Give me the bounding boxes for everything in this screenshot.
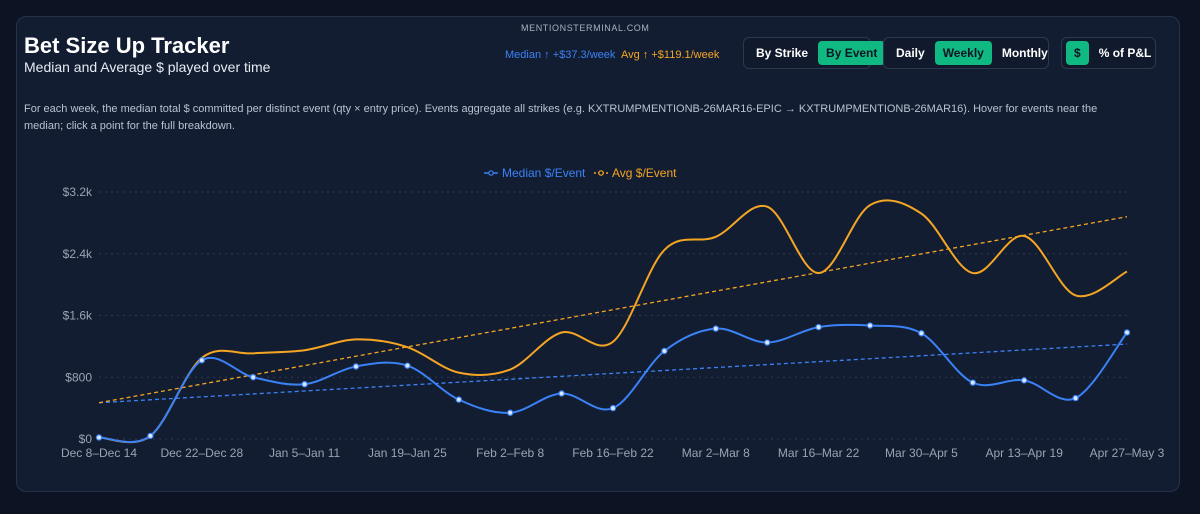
dollar-unit-button[interactable]: $ [1066, 41, 1089, 65]
y-tick-label: $2.4k [63, 247, 93, 261]
view-toggle-group: By Strike By Event [743, 37, 886, 69]
x-tick-label: Dec 8–Dec 14 [61, 446, 137, 460]
median-point [455, 396, 462, 403]
median-point [95, 434, 103, 441]
median-point [301, 380, 308, 388]
median-point [404, 362, 411, 369]
y-tick-label: $3.2k [63, 185, 93, 199]
x-tick-label: Apr 27–May 3 [1090, 446, 1165, 460]
median-point [1072, 394, 1079, 402]
chart-description: For each week, the median total $ commit… [24, 103, 1098, 132]
median-trend-label: Median ↑ +$37.3/week [505, 49, 616, 61]
y-tick-label: $0 [79, 432, 93, 446]
legend-label: Avg $/Event [612, 166, 677, 180]
x-tick-label: Mar 30–Apr 5 [885, 446, 958, 460]
median-point [249, 374, 257, 381]
x-tick-label: Feb 16–Feb 22 [572, 446, 654, 460]
legend-marker [598, 170, 604, 176]
median-point [815, 323, 822, 331]
avg-series-line [98, 199, 1128, 444]
x-tick-label: Apr 13–Apr 19 [986, 446, 1064, 460]
median-point [558, 390, 565, 397]
brand-label: MENTIONSTERMINAL.COM [521, 23, 650, 33]
median-point [661, 347, 668, 355]
period-toggle-group: Daily Weekly Monthly [883, 37, 1049, 69]
x-tick-label: Mar 2–Mar 8 [682, 446, 750, 460]
by-event-button[interactable]: By Event [818, 41, 886, 65]
median-point [352, 363, 360, 370]
median-point [866, 322, 874, 329]
median-point [764, 339, 771, 346]
median-point [918, 330, 925, 337]
y-tick-label: $1.6k [63, 309, 93, 323]
y-tick-label: $800 [65, 370, 92, 384]
median-point [1020, 377, 1028, 384]
median-point [969, 379, 977, 386]
monthly-button[interactable]: Monthly [1001, 46, 1048, 60]
median-point [198, 357, 205, 364]
x-tick-label: Feb 2–Feb 8 [476, 446, 544, 460]
median-point [1123, 329, 1131, 336]
trend-line [98, 343, 1128, 404]
median-point [507, 409, 514, 416]
page-subtitle: Median and Average $ played over time [24, 59, 271, 75]
percent-pnl-button[interactable]: % of P&L [1098, 46, 1152, 60]
x-tick-label: Mar 16–Mar 22 [778, 446, 860, 460]
unit-toggle-group: $ % of P&L [1061, 37, 1156, 69]
median-point [147, 432, 154, 440]
by-strike-button[interactable]: By Strike [756, 46, 809, 60]
legend-label: Median $/Event [502, 166, 586, 180]
median-point [609, 404, 617, 412]
x-tick-label: Dec 22–Dec 28 [160, 446, 243, 460]
x-tick-label: Jan 19–Jan 25 [368, 446, 447, 460]
avg-trend-label: Avg ↑ +$119.1/week [621, 49, 720, 61]
median-point [712, 325, 720, 332]
x-tick-label: Jan 5–Jan 11 [269, 446, 340, 460]
page-title: Bet Size Up Tracker [24, 33, 230, 58]
legend-marker [488, 170, 494, 176]
weekly-button[interactable]: Weekly [934, 41, 992, 65]
daily-button[interactable]: Daily [896, 46, 925, 60]
trend-line [98, 216, 1128, 404]
